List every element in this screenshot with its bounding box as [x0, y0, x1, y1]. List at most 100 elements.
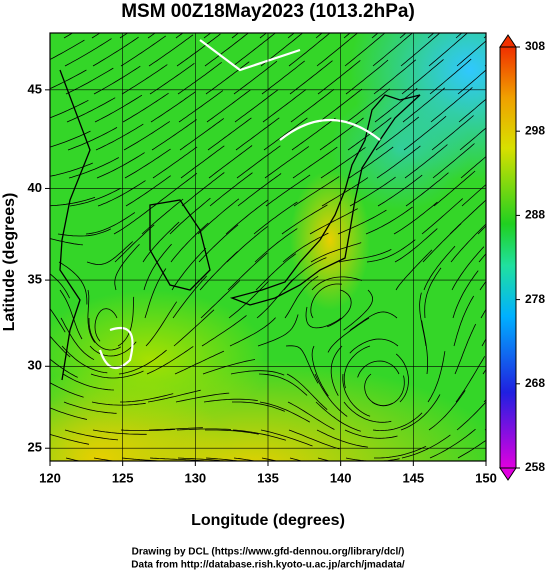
streamline [347, 117, 392, 151]
streamline [230, 370, 285, 376]
streamline [423, 245, 456, 291]
streamline [371, 375, 405, 407]
streamline [456, 40, 486, 67]
streamline [281, 204, 328, 235]
streamline [125, 175, 171, 207]
streamline [401, 59, 444, 95]
streamline [173, 309, 215, 347]
streamline [114, 244, 140, 291]
streamline [260, 429, 313, 447]
streamline [287, 401, 335, 430]
streamline [343, 289, 374, 331]
streamline [178, 90, 224, 123]
streamline [91, 401, 146, 406]
streamline [205, 429, 259, 435]
streamline [316, 429, 368, 448]
streamline [63, 401, 117, 414]
y-tick-label: 40 [28, 180, 42, 195]
streamline [50, 407, 88, 420]
streamline [282, 232, 329, 263]
streamline [149, 457, 204, 461]
streamline [150, 91, 196, 123]
streamline [285, 345, 319, 384]
streamline [50, 99, 89, 119]
streamline [121, 64, 168, 95]
streamline [236, 145, 281, 179]
streamline [171, 247, 207, 291]
streamline [264, 146, 310, 179]
streamline [428, 33, 468, 67]
streamline [142, 221, 180, 263]
streamline [430, 87, 473, 123]
streamline [179, 118, 225, 151]
streamline [227, 252, 268, 291]
colorbar-tick-label: 278 [525, 292, 545, 306]
streamline [143, 243, 172, 291]
streamline [284, 275, 319, 319]
streamline [207, 117, 252, 151]
streamline [209, 172, 253, 207]
streamline [232, 401, 285, 412]
streamline [114, 224, 155, 263]
x-axis-label: Longitude (degrees) [191, 512, 345, 529]
streamline [327, 289, 352, 328]
streamline [457, 69, 486, 95]
streamline [424, 267, 442, 319]
streamline [316, 33, 359, 67]
colorbar-tick-label: 308 [525, 39, 545, 53]
streamline [90, 370, 144, 379]
streamline [349, 311, 398, 331]
chart-title: MSM 00Z18May2023 (1013.2hPa) [121, 1, 415, 22]
streamline [343, 401, 392, 423]
x-tick-label: 125 [112, 470, 134, 485]
streamline [459, 127, 486, 151]
streamline [374, 445, 427, 459]
streamline [348, 146, 394, 179]
streamline [421, 320, 428, 375]
streamline [357, 360, 400, 378]
streamline [310, 283, 342, 319]
streamline [365, 206, 413, 235]
streamline [286, 373, 328, 410]
streamline [89, 341, 137, 357]
streamline [449, 199, 486, 235]
streamline [177, 61, 222, 95]
streamline [153, 172, 198, 207]
streamline [373, 59, 417, 95]
streamline [452, 270, 479, 319]
streamline [460, 155, 486, 179]
streamline [180, 145, 225, 179]
streamline [92, 429, 147, 435]
streamline [176, 428, 232, 431]
streamline [429, 58, 472, 95]
colorbar-tick-label: 268 [525, 376, 545, 390]
streamline [256, 278, 295, 319]
streamline [289, 60, 333, 95]
streamline [50, 273, 70, 299]
streamline [66, 97, 116, 123]
streamline [152, 146, 198, 179]
streamline [305, 306, 342, 329]
streamline [170, 222, 209, 263]
streamline [237, 173, 282, 207]
streamline [120, 429, 176, 431]
streamline [315, 401, 361, 432]
streamline [94, 308, 118, 342]
streamline [349, 176, 396, 207]
streamline [259, 401, 310, 423]
streamline [229, 317, 276, 347]
streamline [453, 295, 475, 347]
streamline [228, 281, 269, 319]
streamline [344, 33, 386, 67]
streamline [118, 349, 167, 375]
streamline [289, 457, 304, 461]
streamline [64, 38, 112, 67]
streamline [87, 289, 96, 343]
streamline [429, 428, 476, 459]
streamline [50, 238, 83, 246]
streamline [235, 117, 280, 151]
streamline [288, 429, 340, 450]
streamline [349, 338, 399, 354]
streamline [198, 224, 239, 263]
